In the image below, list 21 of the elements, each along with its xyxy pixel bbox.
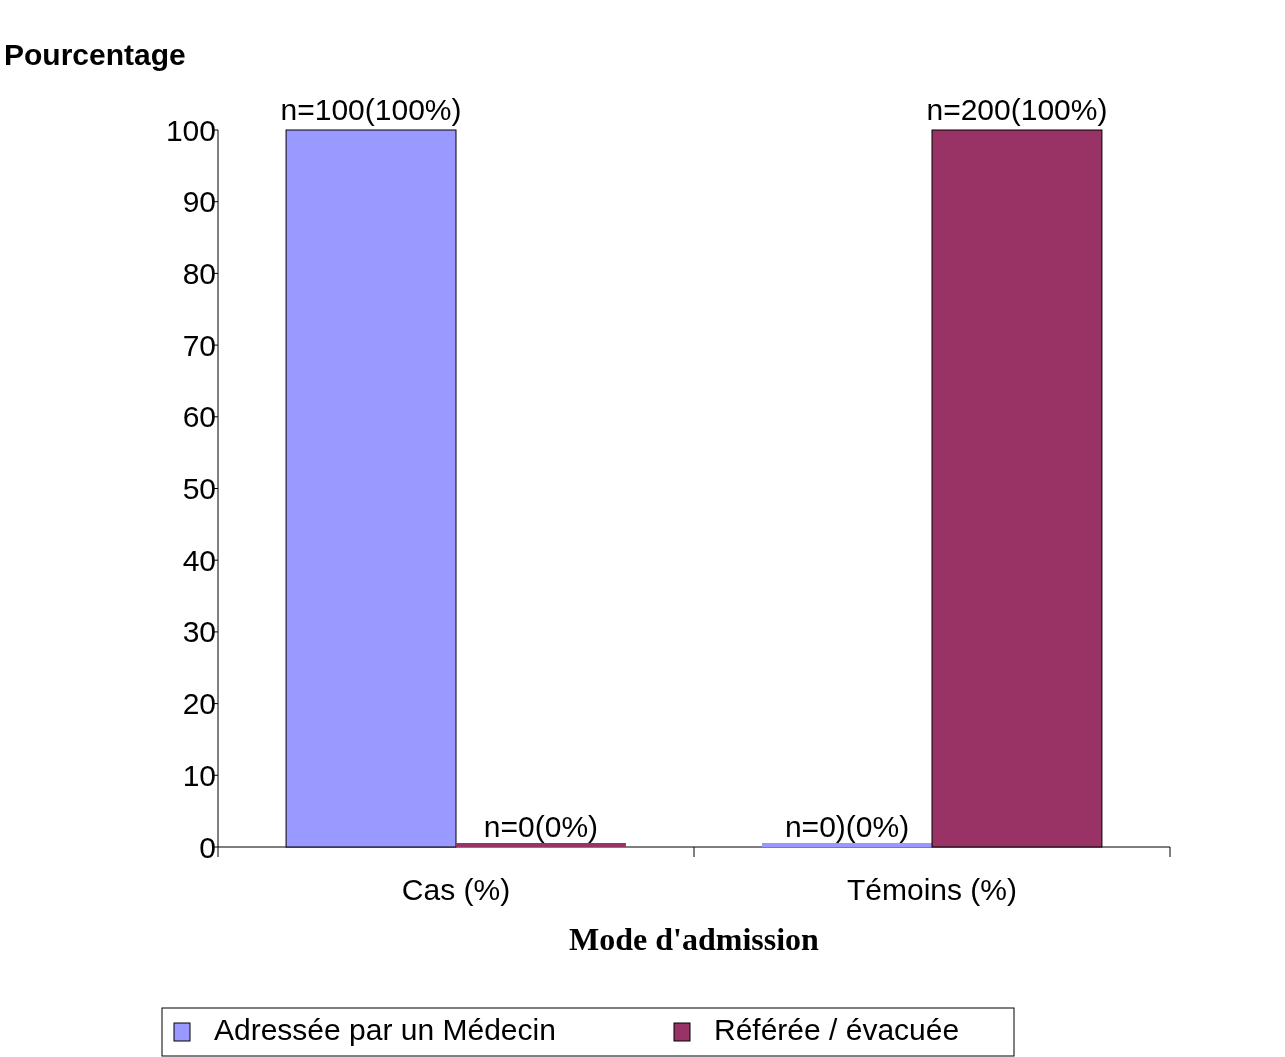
data-label: n=100(100%) xyxy=(280,93,462,126)
y-tick-label: 60 xyxy=(182,400,216,434)
y-tick-label: 0 xyxy=(199,830,216,864)
y-tick-label: 30 xyxy=(182,615,216,649)
legend-label: Adressée par un Médecin xyxy=(214,1013,556,1046)
y-tick-label: 40 xyxy=(182,543,216,577)
y-tick-label: 10 xyxy=(182,758,216,792)
y-axis-title: Pourcentage xyxy=(4,38,186,71)
y-tick-label: 80 xyxy=(182,256,216,290)
x-axis-title: Mode d'admission xyxy=(569,921,820,957)
y-tick-label: 70 xyxy=(182,328,216,362)
data-label: n=0(0%) xyxy=(483,810,599,843)
y-tick-label: 20 xyxy=(182,687,216,721)
y-tick-label: 100 xyxy=(165,113,216,147)
y-tick-label: 90 xyxy=(182,185,216,219)
legend-label: Référée / évacuée xyxy=(714,1013,960,1046)
x-tick-label: Cas (%) xyxy=(401,873,511,906)
data-label: n=0)(0%) xyxy=(784,810,910,843)
x-tick-label: Témoins (%) xyxy=(846,873,1018,906)
y-tick-label: 50 xyxy=(182,472,216,505)
data-label: n=200(100%) xyxy=(926,93,1108,126)
